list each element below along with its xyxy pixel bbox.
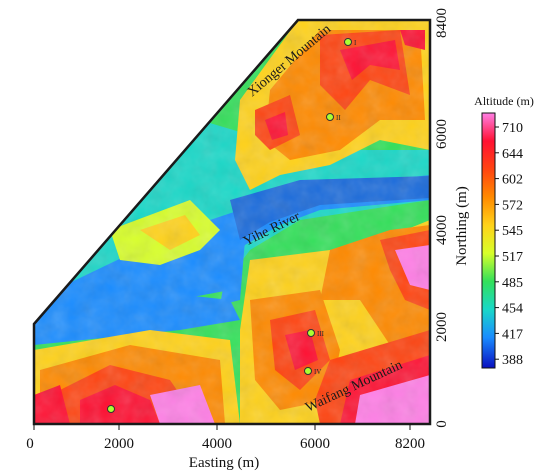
sample-point-iii: III (307, 329, 325, 338)
legend-tick-label: 485 (502, 276, 523, 291)
legend-title: Altitude (m) (474, 94, 534, 108)
x-tick-8200: 8200 (395, 436, 425, 452)
y-tick-6000: 6000 (434, 119, 450, 149)
sample-point-label: IV (314, 368, 321, 376)
y-axis-title: Northing (m) (454, 186, 470, 266)
x-axis-title: Easting (m) (189, 455, 259, 471)
legend-tick-label: 417 (502, 327, 523, 342)
sample-point-v (107, 405, 115, 413)
sample-point-label: III (317, 330, 325, 338)
altitude-legend: Altitude (m) 710 644 602 572 545 517 485 454 417… (474, 94, 534, 369)
legend-colorbar (481, 112, 496, 369)
legend-tick-label: 545 (502, 224, 523, 239)
y-tick-4000: 4000 (434, 215, 450, 245)
y-tick-0: 0 (434, 420, 450, 428)
legend-tick-label: 454 (502, 302, 523, 317)
sample-point-i: I (344, 38, 357, 47)
sample-point-label: I (354, 39, 357, 47)
y-tick-8400: 8400 (434, 8, 450, 38)
x-tick-6000: 6000 (300, 436, 330, 452)
sample-point-ii: II (326, 113, 341, 122)
map-border (32, 18, 432, 426)
legend-tick-label: 710 (502, 121, 523, 136)
legend-tick-label: 517 (502, 250, 523, 265)
x-axis: 0 2000 4000 6000 8200 Easting (m) (26, 424, 425, 471)
legend-tick-label: 572 (502, 198, 523, 213)
x-tick-0: 0 (26, 436, 34, 452)
y-tick-2000: 2000 (434, 312, 450, 342)
sample-point-iv: IV (304, 367, 321, 376)
x-tick-4000: 4000 (202, 436, 232, 452)
x-tick-2000: 2000 (104, 436, 134, 452)
legend-tick-label: 644 (502, 147, 523, 162)
legend-tick-label: 602 (502, 173, 523, 188)
sample-point-label: II (336, 114, 341, 122)
legend-tick-label: 388 (502, 353, 523, 368)
y-axis: 0 2000 4000 6000 8400 Northing (m) (434, 8, 470, 428)
